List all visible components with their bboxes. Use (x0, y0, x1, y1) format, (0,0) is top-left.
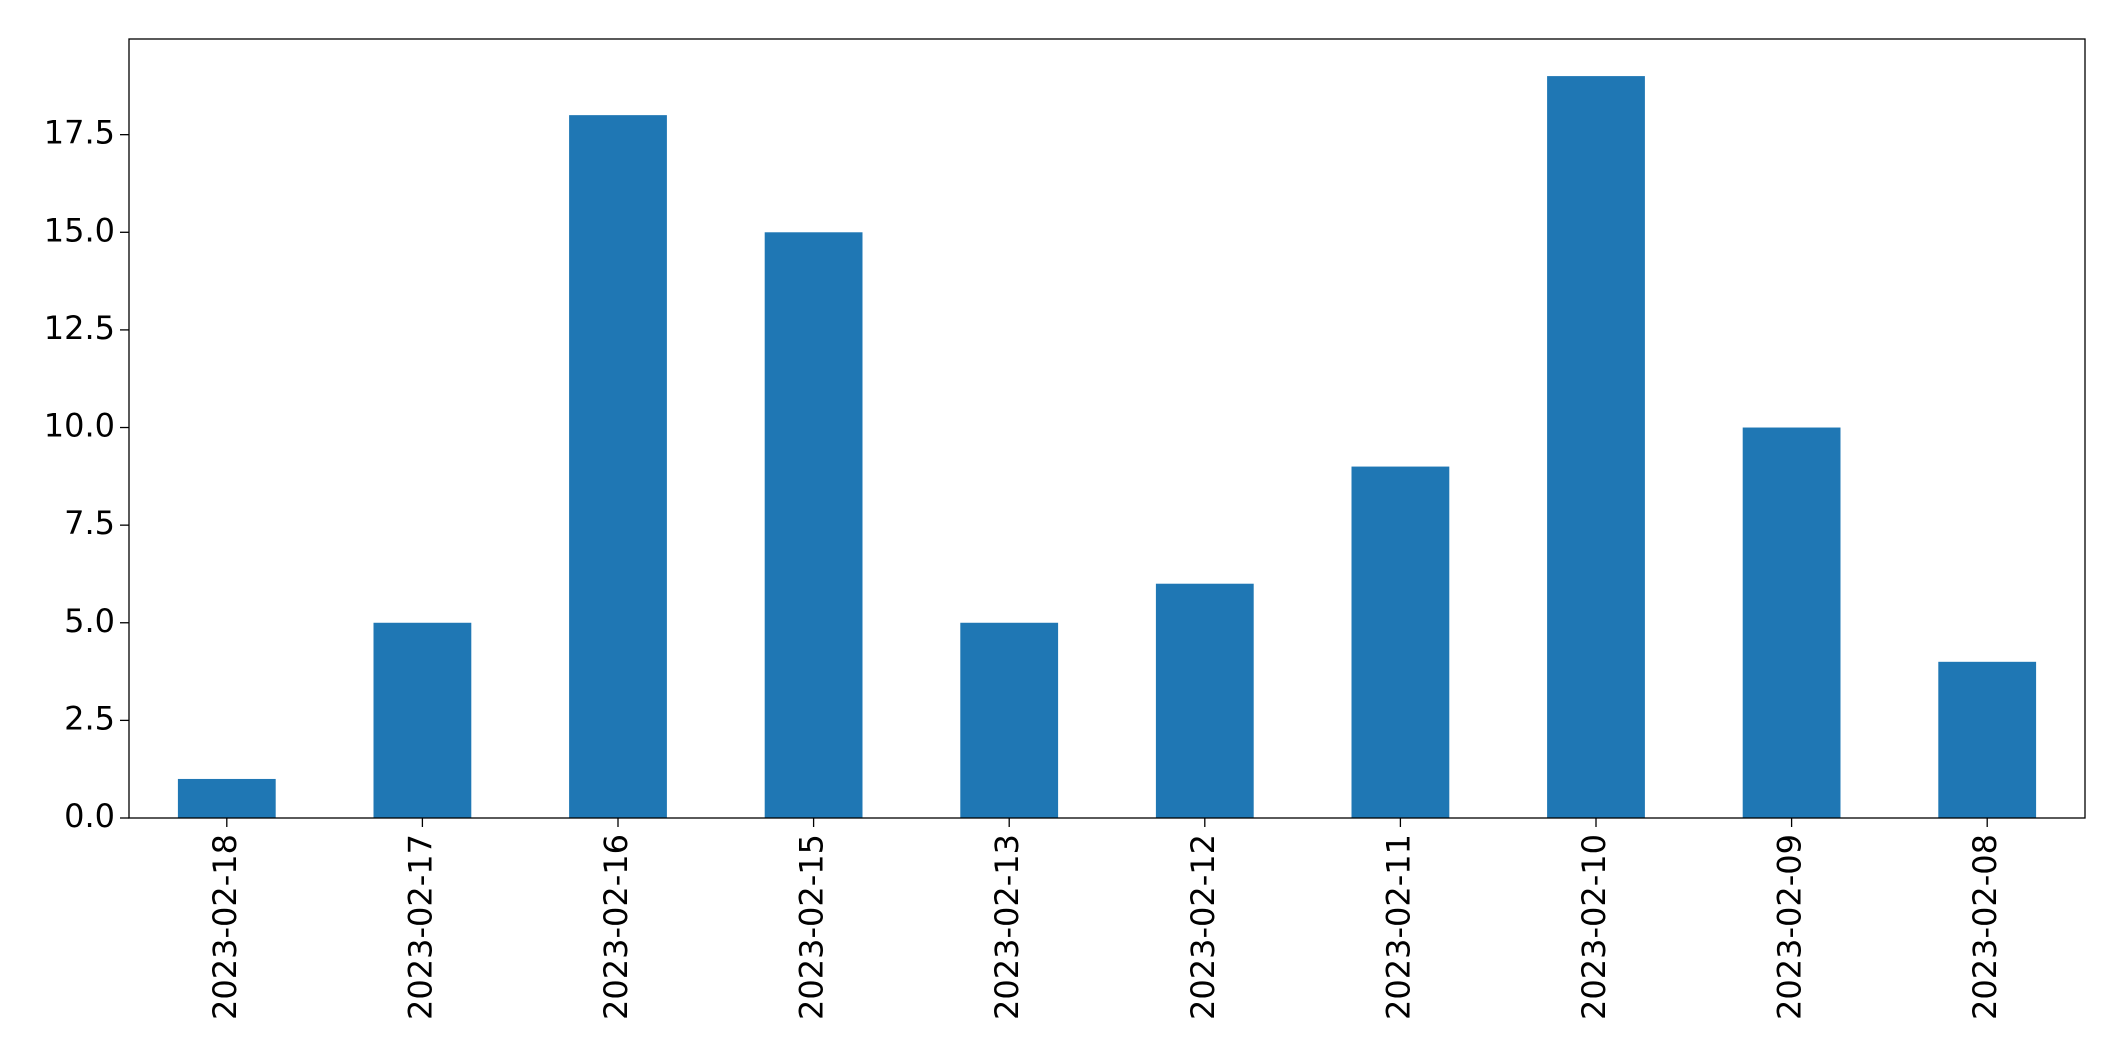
bar (1547, 76, 1645, 819)
y-tick-label: 7.5 (64, 504, 115, 542)
bar (373, 622, 472, 818)
bar (1742, 427, 1841, 818)
plot-frame (128, 38, 2086, 819)
x-tick-label: 2023-02-11 (1379, 834, 1417, 1020)
y-tick-label: 17.5 (44, 114, 115, 152)
bar (569, 115, 667, 818)
x-tick-label: 2023-02-18 (206, 834, 244, 1020)
y-tick-label: 0.0 (64, 797, 115, 835)
bar (764, 232, 863, 819)
x-tick-label: 2023-02-08 (1966, 834, 2004, 1020)
y-tick-label: 15.0 (44, 211, 115, 249)
y-tick-label: 12.5 (44, 309, 115, 347)
y-tick-label: 10.0 (44, 407, 115, 445)
bar (1351, 466, 1450, 818)
y-tick-label: 5.0 (64, 602, 115, 640)
x-tick-label: 2023-02-17 (401, 834, 439, 1020)
bar (1938, 661, 2037, 818)
bar (1155, 583, 1254, 818)
x-tick-label: 2023-02-10 (1575, 834, 1613, 1020)
bar (960, 622, 1059, 818)
x-tick-label: 2023-02-13 (988, 834, 1026, 1020)
x-tick-label: 2023-02-09 (1771, 834, 1809, 1020)
y-tick-label: 2.5 (64, 699, 115, 737)
bar (177, 778, 276, 818)
x-tick-label: 2023-02-16 (597, 834, 635, 1020)
x-tick-label: 2023-02-12 (1184, 834, 1222, 1020)
x-tick-label: 2023-02-15 (793, 834, 831, 1020)
